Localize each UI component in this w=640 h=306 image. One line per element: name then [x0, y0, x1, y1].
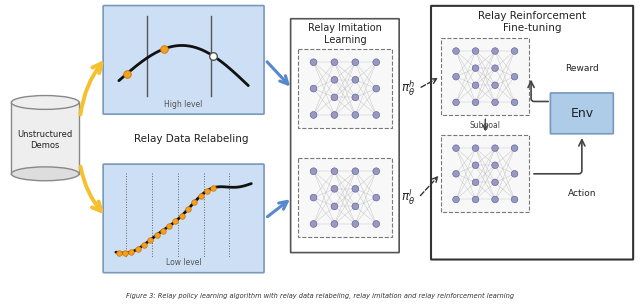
FancyBboxPatch shape	[103, 164, 264, 273]
Circle shape	[331, 221, 338, 227]
Circle shape	[511, 145, 518, 151]
Bar	[442, 135, 529, 212]
Circle shape	[492, 82, 499, 88]
Circle shape	[472, 82, 479, 88]
Text: Action: Action	[568, 189, 596, 198]
Circle shape	[310, 59, 317, 65]
Circle shape	[331, 203, 338, 210]
Circle shape	[472, 99, 479, 106]
Circle shape	[331, 112, 338, 118]
Circle shape	[492, 99, 499, 106]
Circle shape	[352, 76, 359, 83]
Circle shape	[472, 162, 479, 169]
Circle shape	[373, 59, 380, 65]
Circle shape	[352, 185, 359, 192]
Text: Subgoal: Subgoal	[470, 121, 500, 130]
Circle shape	[310, 194, 317, 201]
Circle shape	[331, 168, 338, 175]
Circle shape	[373, 194, 380, 201]
Circle shape	[331, 94, 338, 101]
Bar	[298, 49, 392, 128]
Text: Relay Reinforcement
Fine-tuning: Relay Reinforcement Fine-tuning	[478, 11, 586, 33]
Circle shape	[352, 203, 359, 210]
Text: Relay Imitation
Learning: Relay Imitation Learning	[308, 23, 382, 45]
Bar	[298, 158, 392, 237]
Circle shape	[511, 48, 518, 54]
Circle shape	[492, 145, 499, 151]
Circle shape	[452, 170, 460, 177]
Circle shape	[511, 170, 518, 177]
Circle shape	[352, 112, 359, 118]
Circle shape	[511, 196, 518, 203]
Circle shape	[452, 48, 460, 54]
Ellipse shape	[12, 167, 79, 181]
Circle shape	[352, 221, 359, 227]
Circle shape	[352, 168, 359, 175]
Circle shape	[492, 65, 499, 71]
Circle shape	[452, 145, 460, 151]
Circle shape	[492, 179, 499, 186]
Circle shape	[310, 221, 317, 227]
Ellipse shape	[12, 95, 79, 110]
Bar	[12, 103, 79, 174]
Circle shape	[331, 76, 338, 83]
Text: $\pi^{l}_{\theta}$: $\pi^{l}_{\theta}$	[401, 188, 415, 207]
Text: $\pi^{h}_{\theta}$: $\pi^{h}_{\theta}$	[401, 79, 415, 98]
Text: Low level: Low level	[166, 259, 202, 267]
Circle shape	[492, 196, 499, 203]
Text: Relay Data Relabeling: Relay Data Relabeling	[134, 134, 249, 144]
Circle shape	[452, 196, 460, 203]
Circle shape	[492, 162, 499, 169]
Circle shape	[373, 112, 380, 118]
Circle shape	[472, 179, 479, 186]
Circle shape	[352, 94, 359, 101]
Circle shape	[452, 99, 460, 106]
FancyBboxPatch shape	[431, 6, 633, 259]
Text: Figure 3: Relay policy learning algorithm with relay data relabeling, relay imit: Figure 3: Relay policy learning algorith…	[126, 293, 514, 299]
Circle shape	[472, 196, 479, 203]
FancyBboxPatch shape	[103, 6, 264, 114]
Circle shape	[452, 73, 460, 80]
Circle shape	[373, 221, 380, 227]
Circle shape	[511, 99, 518, 106]
Circle shape	[310, 85, 317, 92]
Bar	[442, 38, 529, 115]
Circle shape	[310, 112, 317, 118]
Circle shape	[331, 185, 338, 192]
Text: High level: High level	[164, 100, 203, 109]
Circle shape	[472, 145, 479, 151]
Circle shape	[472, 65, 479, 71]
Text: Env: Env	[570, 107, 593, 120]
Text: Reward: Reward	[565, 64, 599, 73]
Circle shape	[310, 168, 317, 175]
Circle shape	[472, 48, 479, 54]
Circle shape	[373, 85, 380, 92]
Circle shape	[511, 73, 518, 80]
FancyBboxPatch shape	[550, 93, 613, 134]
Circle shape	[492, 48, 499, 54]
Circle shape	[331, 59, 338, 65]
Circle shape	[373, 168, 380, 175]
Circle shape	[352, 59, 359, 65]
Text: Unstructured
Demos: Unstructured Demos	[17, 130, 73, 150]
FancyBboxPatch shape	[291, 19, 399, 252]
